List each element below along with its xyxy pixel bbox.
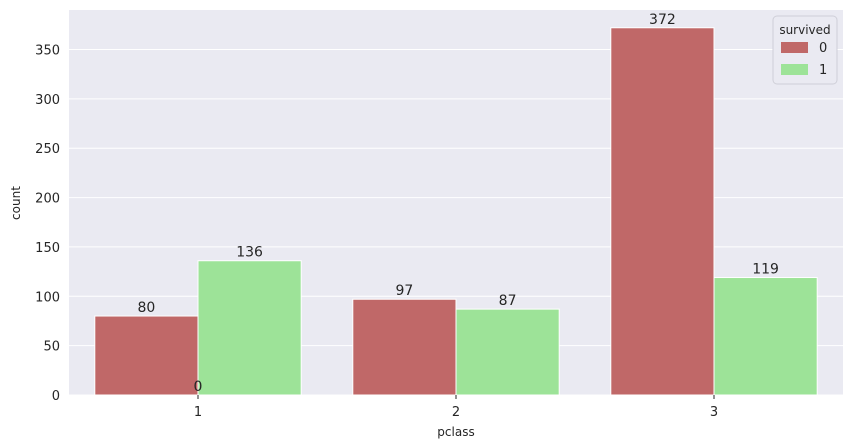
y-tick-label: 0 xyxy=(52,389,60,404)
data-label: 97 xyxy=(395,283,413,299)
legend: survived 01 xyxy=(772,15,838,85)
bar-1-1 xyxy=(197,260,302,396)
y-tick-label: 150 xyxy=(35,241,60,256)
annotations: 0 xyxy=(194,379,203,395)
bars xyxy=(94,27,818,396)
legend-swatch-1 xyxy=(781,64,808,75)
data-label: 372 xyxy=(649,12,676,28)
data-label: 80 xyxy=(137,300,155,316)
bar-0-2 xyxy=(352,298,457,396)
legend-swatch-0 xyxy=(781,42,808,53)
legend-label: 0 xyxy=(819,41,827,56)
x-tick-label: 3 xyxy=(710,405,718,420)
legend-title: survived xyxy=(779,23,830,37)
y-tick-label: 100 xyxy=(35,290,60,305)
bar-0-1 xyxy=(94,315,199,396)
y-axis-ticks: 0 50 100 150 200 250 300 350 xyxy=(35,43,60,404)
data-labels: 80 136 97 87 372 119 xyxy=(137,12,778,316)
y-tick-label: 300 xyxy=(35,93,60,108)
x-tick-label: 1 xyxy=(194,405,202,420)
legend-label: 1 xyxy=(819,63,827,78)
y-axis-label: count xyxy=(9,186,23,220)
y-tick-label: 250 xyxy=(35,142,60,157)
annotation-label: 0 xyxy=(194,379,203,395)
y-tick-label: 200 xyxy=(35,192,60,207)
y-tick-label: 50 xyxy=(43,340,60,355)
x-tick-label: 2 xyxy=(452,405,460,420)
data-label: 87 xyxy=(499,293,517,309)
x-axis-label: pclass xyxy=(437,425,474,439)
y-tick-label: 350 xyxy=(35,43,60,58)
bar-1-2 xyxy=(455,308,560,396)
legend-items: 01 xyxy=(781,41,827,78)
bar-0-3 xyxy=(610,27,715,396)
bar-1-3 xyxy=(713,277,818,396)
data-label: 136 xyxy=(236,245,263,261)
x-axis-ticks: 1 2 3 xyxy=(194,395,718,420)
data-label: 119 xyxy=(752,262,779,278)
